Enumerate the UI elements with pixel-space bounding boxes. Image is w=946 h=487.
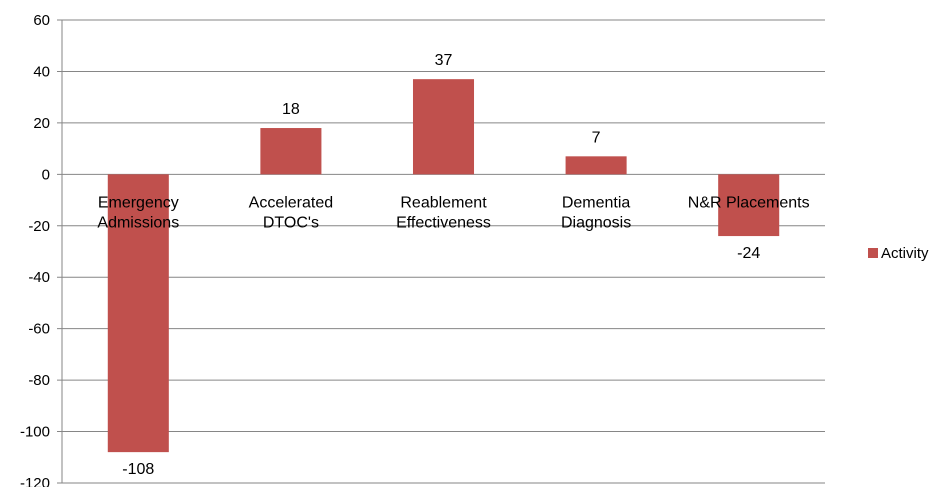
category-label: Emergency	[98, 194, 179, 211]
y-tick-label: 20	[33, 115, 50, 132]
category-label: Dementia	[562, 194, 631, 211]
data-label: 37	[435, 52, 453, 69]
bar	[260, 128, 322, 175]
y-tick-label: -80	[28, 372, 50, 389]
bar	[412, 79, 475, 175]
category-label: N&R Placements	[688, 194, 810, 211]
y-tick-label: -40	[28, 269, 50, 286]
data-labels: -108 18 37 7 -24	[122, 52, 760, 478]
category-label: Reablement	[400, 194, 487, 211]
data-label: 18	[282, 101, 300, 118]
data-label: 7	[592, 129, 601, 146]
data-label: -24	[737, 245, 760, 262]
category-label: Admissions	[97, 214, 179, 231]
bars	[107, 79, 780, 453]
bar	[565, 156, 627, 175]
category-label: Accelerated	[249, 194, 334, 211]
bar	[107, 174, 169, 453]
category-label: Effectiveness	[396, 214, 491, 231]
category-label: Diagnosis	[561, 214, 631, 231]
category-label: DTOC's	[263, 214, 319, 231]
bar	[718, 174, 780, 237]
y-tick-label: -100	[20, 424, 50, 441]
y-tick-label: 40	[33, 63, 50, 80]
y-axis: 60 40 20 0 -20 -40 -60 -80 -100 -120	[20, 12, 63, 487]
y-tick-label: -60	[28, 321, 50, 338]
legend-label: Activity	[881, 245, 929, 262]
category-labels: Emergency Admissions Accelerated DTOC's Reab…	[97, 194, 809, 231]
y-tick-label: 0	[42, 166, 50, 183]
legend-swatch	[868, 248, 878, 258]
legend: Activity	[868, 245, 929, 262]
gridlines	[57, 19, 825, 484]
data-label: -108	[122, 461, 154, 478]
y-tick-label: 60	[33, 12, 50, 29]
y-tick-label: -120	[20, 475, 50, 487]
y-tick-label: -20	[28, 218, 50, 235]
